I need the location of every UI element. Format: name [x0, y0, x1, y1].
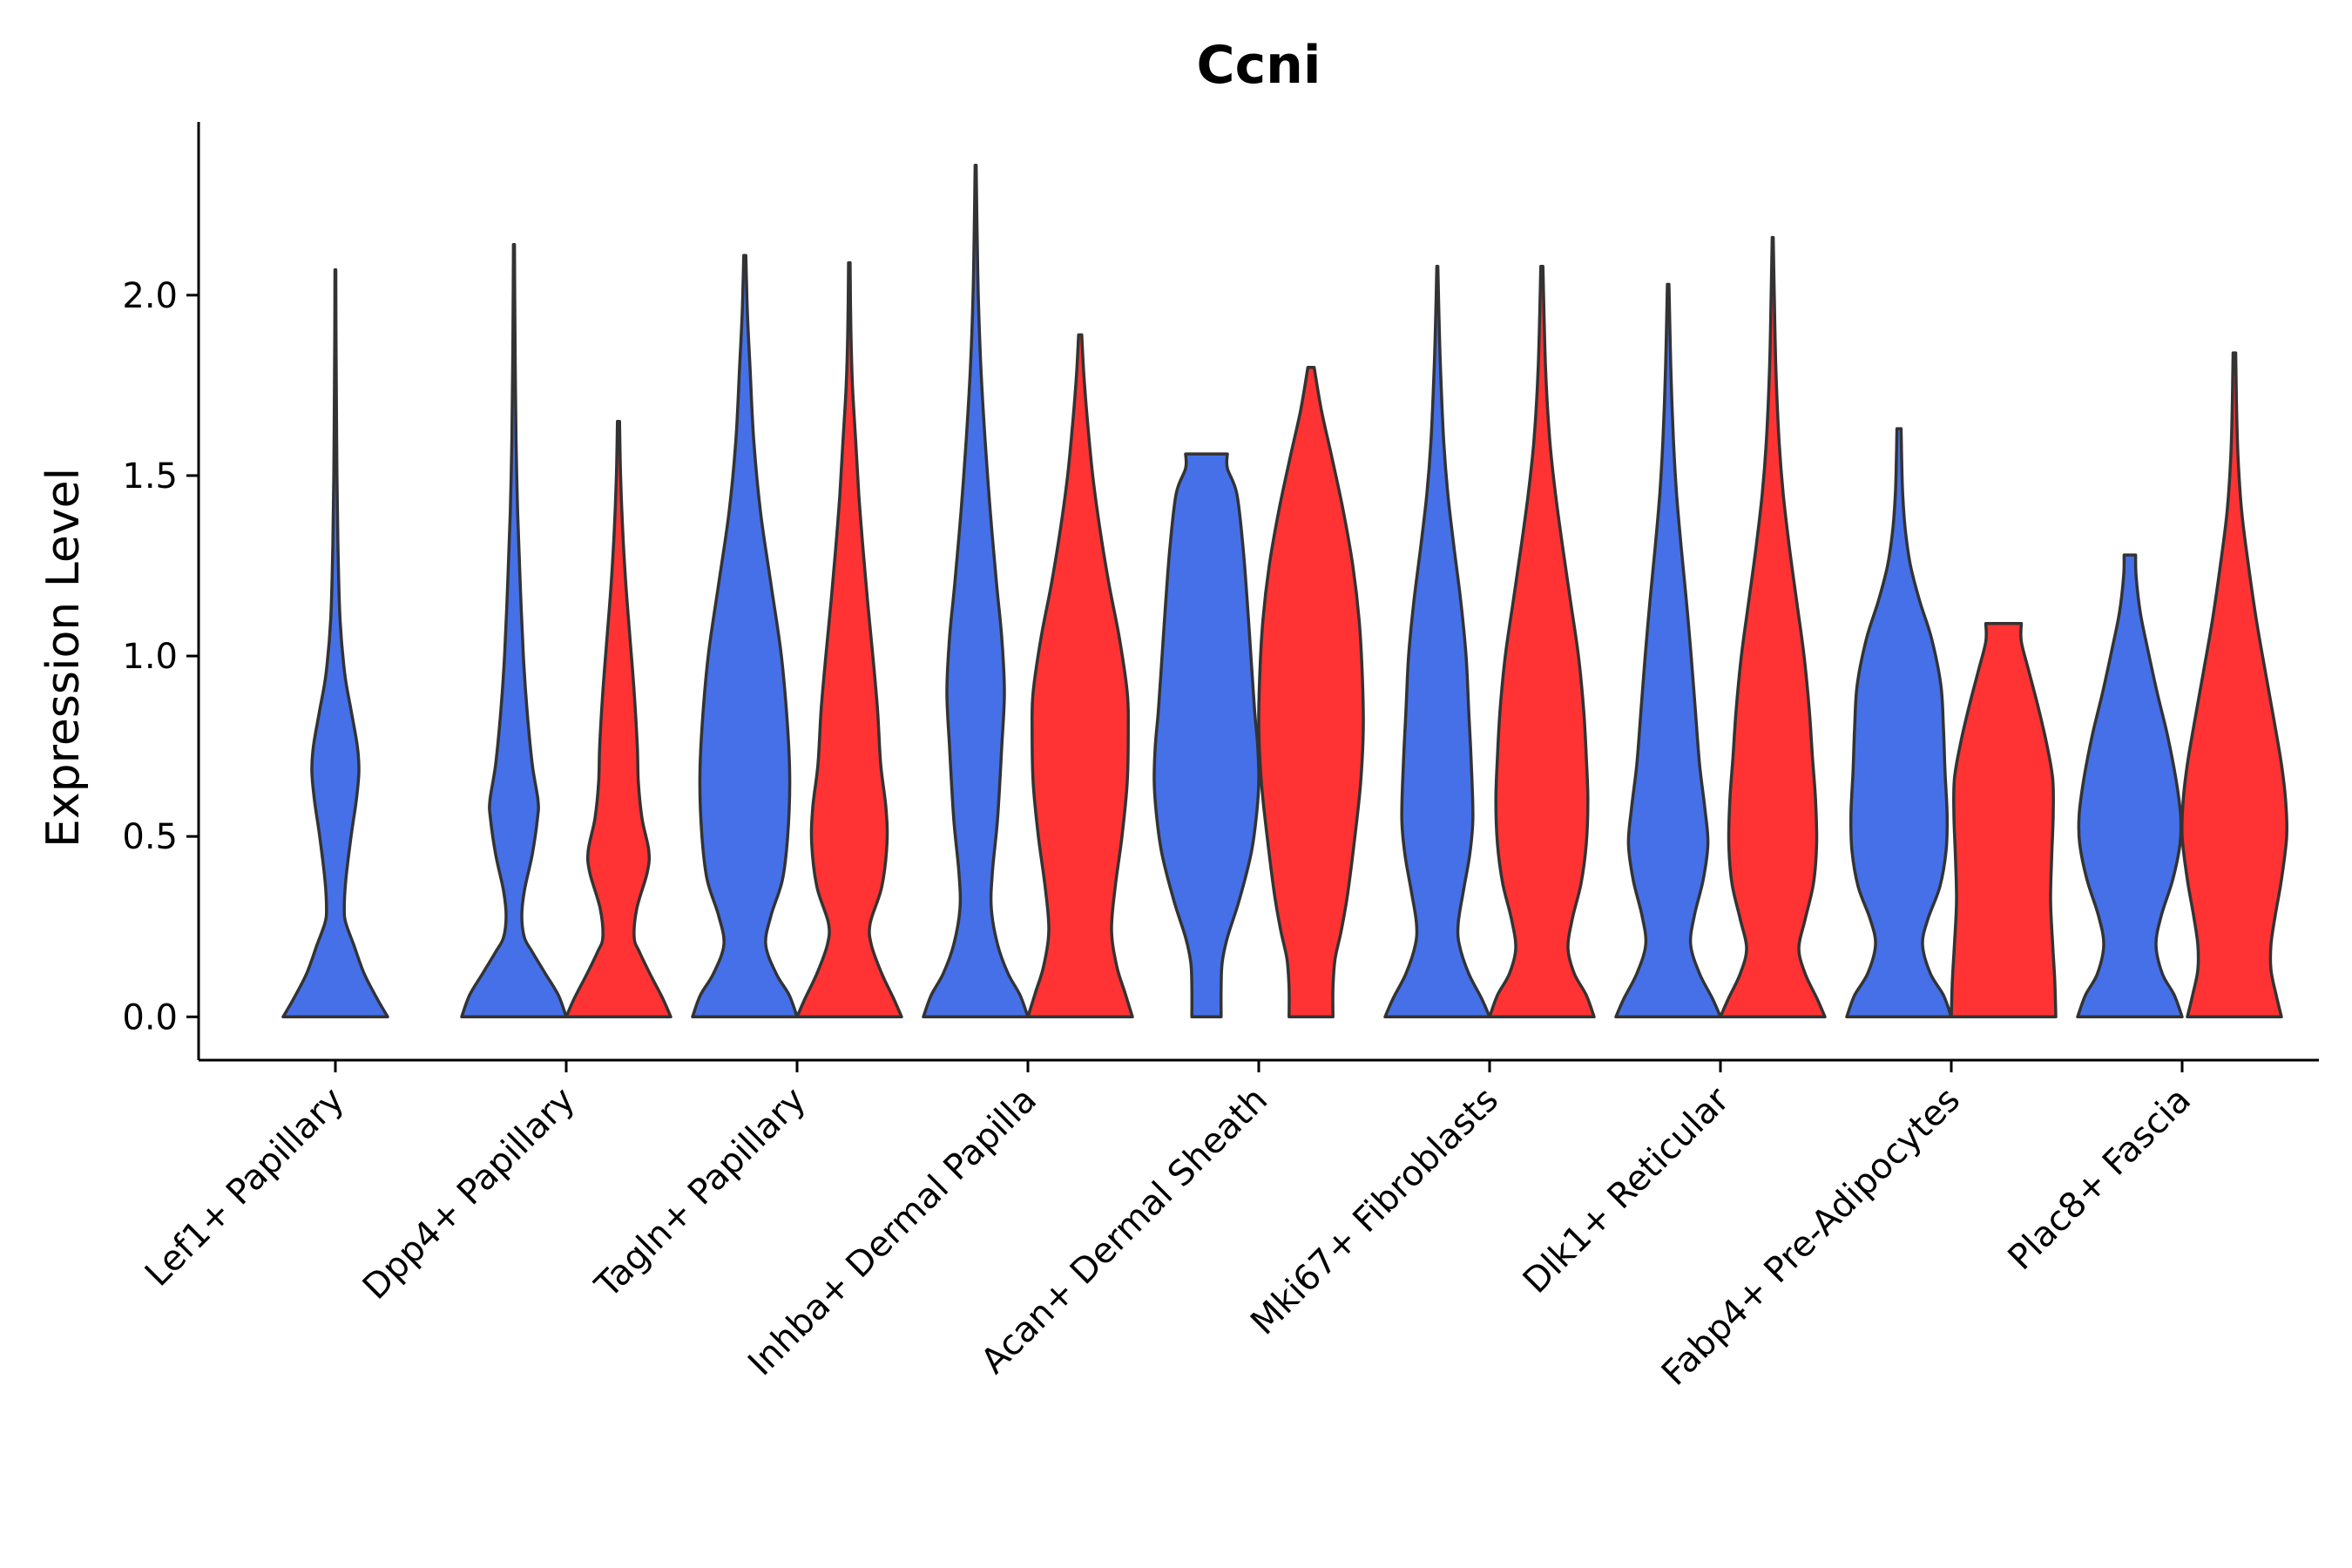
y-tick-label: 1.0	[122, 637, 178, 677]
violin-8-group2	[2180, 351, 2289, 1019]
violin-6-group2	[1719, 235, 1827, 1019]
violin-1-group1	[460, 243, 568, 1019]
violin-4-group1	[1152, 452, 1260, 1019]
violin-2-group1	[691, 253, 799, 1019]
violin-3-group1	[922, 163, 1030, 1019]
y-tick-label: 2.0	[122, 276, 178, 316]
violin-2-group2	[795, 260, 903, 1019]
y-axis-label: Expression Level	[37, 468, 90, 848]
x-tick-label: Tagln+ Papillary	[587, 1080, 814, 1307]
violin-8-group1	[2076, 553, 2184, 1019]
violin-5-group2	[1488, 264, 1596, 1019]
violin-1-group2	[564, 420, 672, 1019]
x-tick-label: Plac8+ Fascia	[2001, 1080, 2200, 1279]
chart-title: Ccni	[1197, 35, 1321, 96]
violin-7-group1	[1845, 427, 1953, 1019]
violin-3-group2	[1026, 333, 1134, 1019]
y-tick-label: 1.5	[122, 456, 178, 497]
violin-6-group1	[1614, 282, 1722, 1019]
x-tick-label: Lef1+ Papillary	[138, 1080, 352, 1294]
x-tick-label: Dlk1+ Reticular	[1516, 1079, 1738, 1301]
x-tick-label: Dpp4+ Papillary	[355, 1080, 583, 1308]
plot-area	[281, 163, 2289, 1019]
y-axis: 0.0 0.5 1.0 1.5 2.0	[122, 122, 200, 1060]
x-tick-label: Mki67+ Fibroblasts	[1243, 1080, 1506, 1343]
violin-7-group2	[1950, 622, 2058, 1019]
violin-0-group1	[281, 268, 389, 1019]
violin-4-group2	[1257, 365, 1365, 1019]
violin-5-group1	[1383, 264, 1491, 1019]
y-tick-label: 0.0	[122, 997, 178, 1037]
x-axis: Lef1+ Papillary Dpp4+ Papillary Tagln+ Pap…	[138, 1058, 2319, 1394]
y-tick-label: 0.5	[122, 817, 178, 857]
